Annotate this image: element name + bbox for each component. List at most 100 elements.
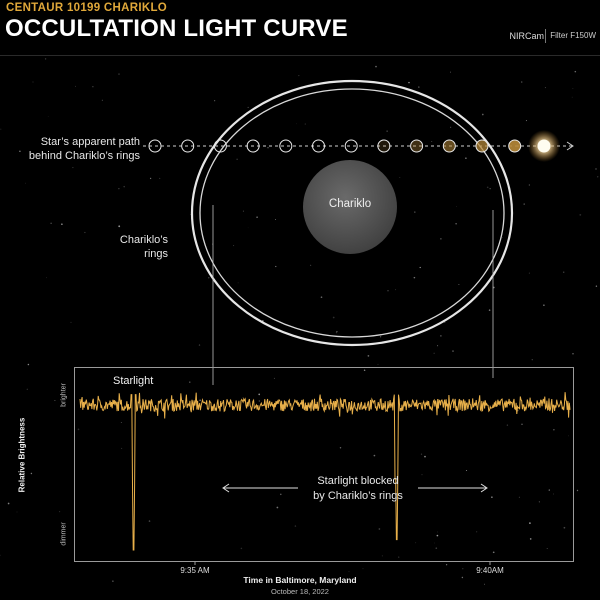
background-star [7,502,10,505]
background-star [563,526,566,529]
background-star [332,316,335,319]
background-star [112,580,114,582]
background-star [576,489,579,492]
background-star [16,511,18,513]
star-position-dot [148,139,162,153]
background-star [579,214,582,216]
background-star [367,355,370,357]
background-star [489,188,491,190]
background-star [189,381,191,383]
background-star [19,150,21,153]
star-position-dot [213,139,227,153]
background-star [574,70,577,73]
background-star [436,534,439,537]
background-star [440,335,442,337]
background-star [148,520,151,522]
background-star [408,81,410,84]
background-star [433,352,435,354]
star-position-dot [475,139,489,153]
background-star [378,528,381,530]
background-star [345,495,348,498]
background-star [553,493,554,495]
background-star [553,429,555,431]
background-star [450,126,452,128]
background-star [486,186,489,189]
background-star [529,522,531,524]
background-star [528,272,530,274]
x-axis-label: Time in Baltimore, Maryland [243,575,357,585]
star-position-dot [344,139,358,153]
star-position-dot [181,139,195,153]
background-star [377,363,379,365]
background-star [46,277,47,279]
background-star [118,73,120,75]
plot-frame [74,367,574,562]
background-star [242,210,244,212]
background-star [75,85,76,87]
background-star [247,227,249,229]
background-star [363,369,366,371]
header: CENTAUR 10199 CHARIKLO OCCULTATION LIGHT… [0,0,600,56]
star-icon [537,139,551,153]
background-star [450,71,451,73]
star-path-label: Star’s apparent path behind Chariklo’s r… [24,135,140,163]
background-star [54,399,56,402]
background-star [414,211,416,213]
background-star [280,493,282,496]
background-star [72,167,74,169]
background-star [123,185,125,188]
background-star [465,157,467,159]
background-star [491,496,493,498]
header-separator [545,29,546,43]
rings-outer [190,79,514,347]
background-star [30,472,33,475]
background-star [523,203,525,205]
background-star [59,511,61,513]
background-star [159,177,161,179]
background-star [0,128,2,130]
background-star [258,393,261,396]
blocked-label-line2: by Chariklo’s rings [313,490,403,502]
background-star [525,120,527,122]
rings-inner [199,88,505,338]
background-star [236,158,238,160]
rings-label-line1: Chariklo’s [119,234,168,246]
instrument-label: NIRCam [509,31,544,41]
background-star [256,216,258,219]
background-star [61,223,63,226]
background-star [567,435,569,437]
background-star [543,304,545,307]
light-curve [79,392,571,551]
background-star [492,551,495,554]
x-tick-label-940: 9:40AM [476,566,504,575]
starlight-series-line [79,392,571,551]
background-star [121,447,123,449]
background-star [214,100,216,102]
background-star [521,423,523,425]
subtitle: CENTAUR 10199 CHARIKLO [6,2,168,14]
background-star [456,206,458,208]
x-axis-sublabel: October 18, 2022 [271,587,329,596]
background-star [538,501,540,503]
background-star [373,454,376,457]
background-star [424,455,426,458]
background-star [531,359,533,361]
background-star [275,218,276,220]
background-star [440,238,442,240]
background-star [77,428,80,431]
rings-label: Chariklo’s rings [100,233,168,261]
chariklo-label: Chariklo [328,198,372,210]
background-star [461,576,464,579]
star-path-label-line2: behind Chariklo’s rings [28,150,140,162]
background-star [465,469,468,472]
background-star [387,290,389,292]
background-star [101,99,103,101]
background-star [544,87,546,89]
background-star [208,277,210,279]
background-star [595,285,598,287]
background-star [462,568,464,570]
background-star [399,177,401,179]
background-star [342,144,344,146]
background-star [339,447,342,449]
background-star [455,223,457,225]
